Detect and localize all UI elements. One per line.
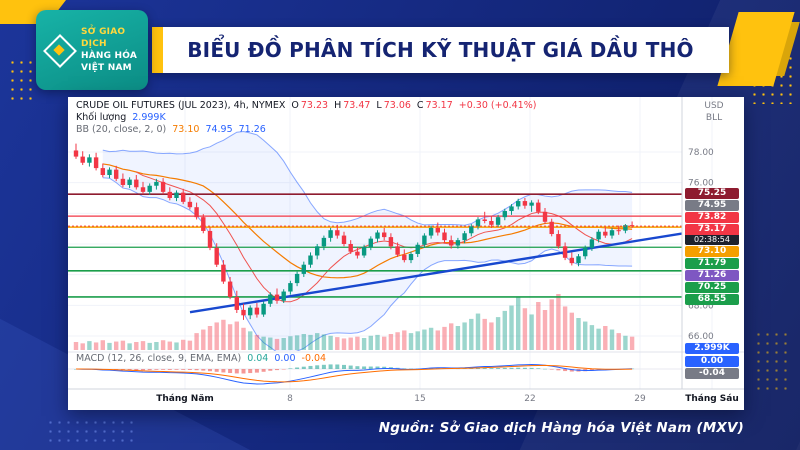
logo-text: SỞ GIAO DỊCH HÀNG HÓA VIỆT NAM xyxy=(81,26,142,75)
chart-legend-bollinger: BB (20, close, 2, 0) 73.10 74.95 71.26 xyxy=(76,124,266,135)
svg-text:Tháng Năm: Tháng Năm xyxy=(156,394,214,404)
price-chart-panel: 78.00 76.00 68.00 66.00 Tháng Năm 8 15 22 29 Thán… xyxy=(68,97,744,410)
svg-text:29: 29 xyxy=(634,394,646,404)
chart-legend-symbol-ohlc: CRUDE OIL FUTURES (JUL 2023), 4h, NYMEX O… xyxy=(76,100,537,111)
logo-text-line2: HÀNG HÓA xyxy=(81,51,138,61)
svg-text:15: 15 xyxy=(414,394,425,404)
svg-text:USD: USD xyxy=(704,101,723,111)
title-banner: BIỂU ĐỒ PHÂN TÍCH KỸ THUẬT GIÁ DẦU THÔ xyxy=(152,27,729,73)
chart-legend-volume: Khối lượng 2.999K xyxy=(76,112,166,123)
mxv-logo: SỞ GIAO DỊCH HÀNG HÓA VIỆT NAM xyxy=(36,10,148,90)
mxv-logo-icon xyxy=(43,34,77,68)
svg-text:76.00: 76.00 xyxy=(688,179,714,189)
banner-yellow-accent xyxy=(152,27,163,73)
svg-text:BLL: BLL xyxy=(706,113,722,123)
svg-text:78.00: 78.00 xyxy=(688,148,714,158)
svg-text:68.00: 68.00 xyxy=(688,301,714,311)
dot-pattern xyxy=(46,418,134,442)
source-caption: Nguồn: Sở Giao dịch Hàng hóa Việt Nam (M… xyxy=(378,420,744,436)
logo-text-line3: VIỆT NAM xyxy=(81,63,132,74)
dot-pattern xyxy=(754,330,792,392)
logo-text-line1: SỞ GIAO DỊCH xyxy=(81,26,126,49)
page-title: BIỂU ĐỒ PHÂN TÍCH KỸ THUẬT GIÁ DẦU THÔ xyxy=(187,38,694,62)
svg-text:66.00: 66.00 xyxy=(688,332,714,342)
svg-text:Tháng Sáu: Tháng Sáu xyxy=(685,394,739,404)
chart-legend-macd: MACD (12, 26, close, 9, EMA, EMA) 0.04 0.0… xyxy=(76,353,327,364)
svg-text:22: 22 xyxy=(524,394,535,404)
dot-pattern xyxy=(8,58,38,102)
svg-text:8: 8 xyxy=(287,394,293,404)
candlestick-chart: 78.00 76.00 68.00 66.00 Tháng Năm 8 15 22 29 Thán… xyxy=(68,97,744,404)
